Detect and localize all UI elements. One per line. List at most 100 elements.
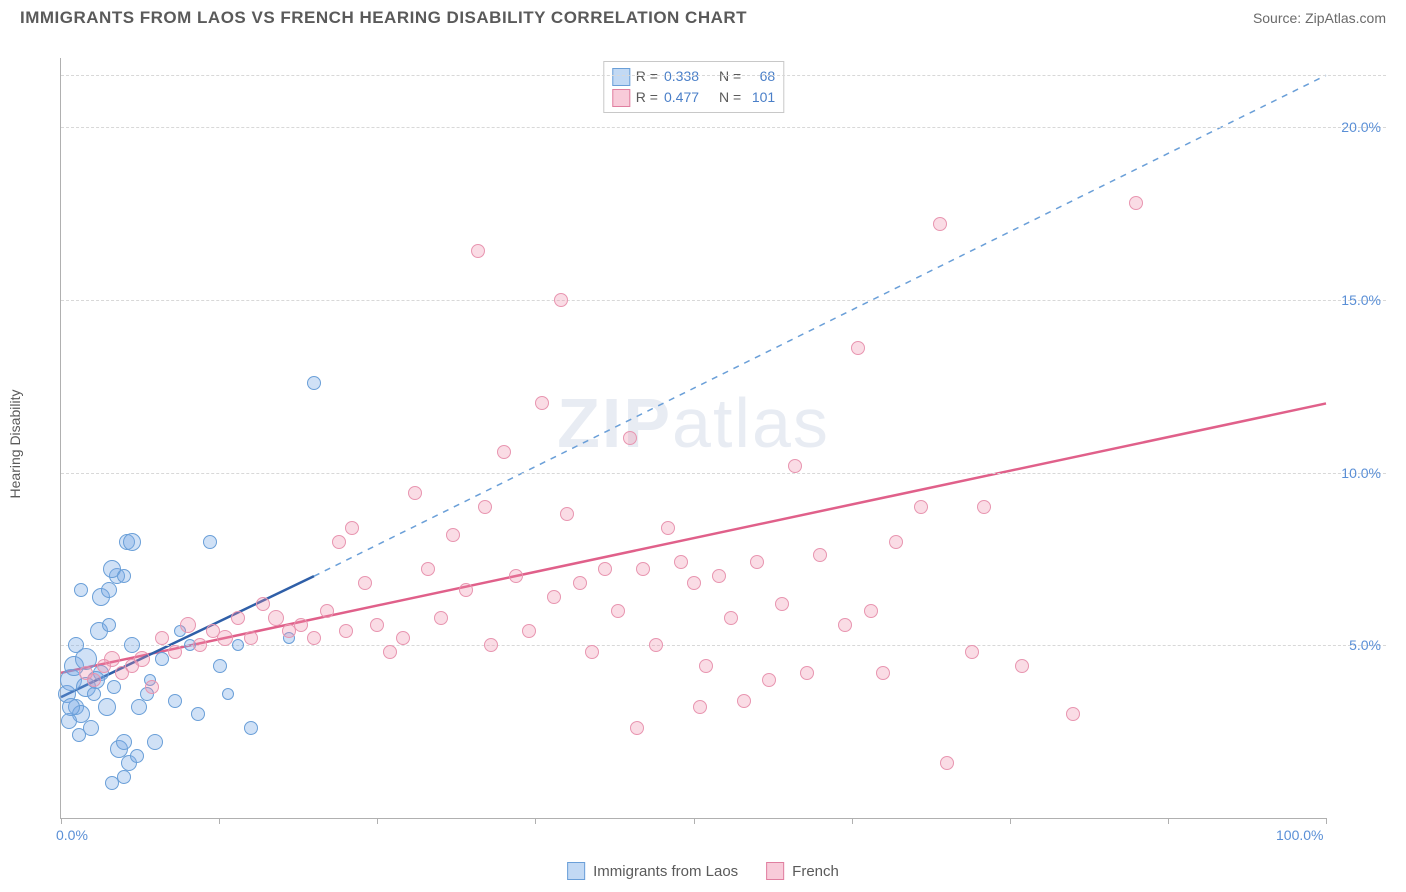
plot-area: ZIPatlas R =0.338N =68R =0.477N =101 5.0… [60,58,1326,819]
y-axis-label: Hearing Disability [7,389,23,498]
data-point-pink [339,624,353,638]
data-point-pink [459,583,473,597]
data-point-pink [383,645,397,659]
data-point-blue [147,734,163,750]
data-point-pink [547,590,561,604]
legend-label: French [792,863,839,880]
data-point-pink [649,638,663,652]
data-point-pink [674,555,688,569]
data-point-pink [693,700,707,714]
data-point-blue [102,618,116,632]
r-label: R = [636,87,658,108]
data-point-pink [687,576,701,590]
r-label: R = [636,66,658,87]
data-point-pink [294,618,308,632]
data-point-pink [838,618,852,632]
data-point-blue [213,659,227,673]
correlation-legend: R =0.338N =68R =0.477N =101 [603,61,784,113]
data-point-pink [370,618,384,632]
data-point-pink [497,445,511,459]
x-tick-mark [852,818,853,824]
data-point-pink [851,341,865,355]
swatch-pink-icon [766,862,784,880]
r-value: 0.338 [664,66,699,87]
data-point-pink [914,500,928,514]
swatch-blue-icon [612,68,630,86]
data-point-pink [134,651,150,667]
y-tick-label: 5.0% [1349,637,1381,653]
series-legend: Immigrants from Laos French [567,862,839,880]
data-point-blue [98,698,116,716]
data-point-blue [117,770,131,784]
data-point-blue [124,637,140,653]
data-point-pink [256,597,270,611]
data-point-pink [282,624,296,638]
data-point-blue [131,699,147,715]
data-point-blue [74,583,88,597]
data-point-pink [332,535,346,549]
data-point-blue [155,652,169,666]
y-tick-label: 20.0% [1341,119,1381,135]
legend-label: Immigrants from Laos [593,863,738,880]
data-point-pink [712,569,726,583]
legend-stat-row: R =0.338N =68 [612,66,775,87]
data-point-blue [68,637,84,653]
source-label: Source: ZipAtlas.com [1253,10,1386,26]
data-point-pink [168,645,182,659]
x-tick-label: 0.0% [56,827,88,843]
data-point-blue [101,582,117,598]
y-tick-label: 10.0% [1341,465,1381,481]
data-point-pink [358,576,372,590]
data-point-blue [123,533,141,551]
data-point-blue [168,694,182,708]
x-tick-label: 100.0% [1276,827,1323,843]
data-point-pink [554,293,568,307]
data-point-pink [611,604,625,618]
legend-stat-row: R =0.477N =101 [612,87,775,108]
x-tick-mark [219,818,220,824]
r-value: 0.477 [664,87,699,108]
data-point-pink [623,431,637,445]
data-point-pink [977,500,991,514]
data-point-pink [661,521,675,535]
data-point-pink [446,528,460,542]
data-point-blue [117,569,131,583]
data-point-pink [484,638,498,652]
data-point-pink [1129,196,1143,210]
x-tick-mark [1168,818,1169,824]
data-point-pink [268,610,284,626]
data-point-pink [775,597,789,611]
gridline [61,300,1386,301]
legend-item: French [766,862,839,880]
chart-header: IMMIGRANTS FROM LAOS VS FRENCH HEARING D… [0,0,1406,32]
swatch-pink-icon [612,89,630,107]
chart-title: IMMIGRANTS FROM LAOS VS FRENCH HEARING D… [20,8,747,28]
data-point-blue [83,720,99,736]
swatch-blue-icon [567,862,585,880]
data-point-pink [813,548,827,562]
data-point-pink [1015,659,1029,673]
data-point-pink [345,521,359,535]
data-point-pink [965,645,979,659]
legend-item: Immigrants from Laos [567,862,738,880]
data-point-pink [307,631,321,645]
data-point-pink [699,659,713,673]
x-tick-mark [377,818,378,824]
data-point-pink [217,630,233,646]
data-point-pink [320,604,334,618]
data-point-pink [231,611,245,625]
data-point-pink [408,486,422,500]
x-tick-mark [694,818,695,824]
data-point-pink [573,576,587,590]
data-point-pink [762,673,776,687]
x-tick-mark [535,818,536,824]
data-point-pink [522,624,536,638]
n-label: N = [719,87,741,108]
data-point-pink [864,604,878,618]
data-point-pink [434,611,448,625]
data-point-pink [509,569,523,583]
gridline [61,645,1386,646]
data-point-pink [889,535,903,549]
data-point-pink [180,617,196,633]
data-point-pink [750,555,764,569]
